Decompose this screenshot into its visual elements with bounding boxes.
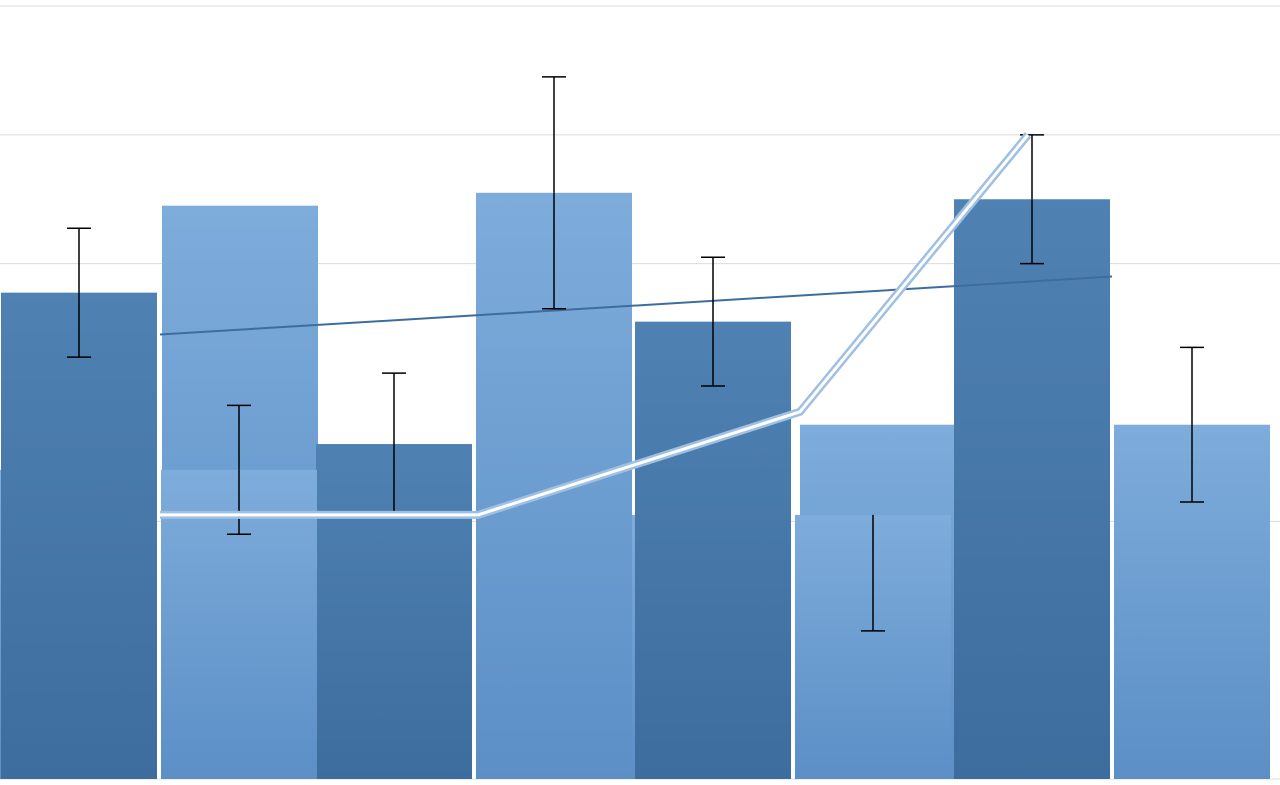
combo-chart [0,0,1280,785]
chart-svg [0,0,1280,785]
